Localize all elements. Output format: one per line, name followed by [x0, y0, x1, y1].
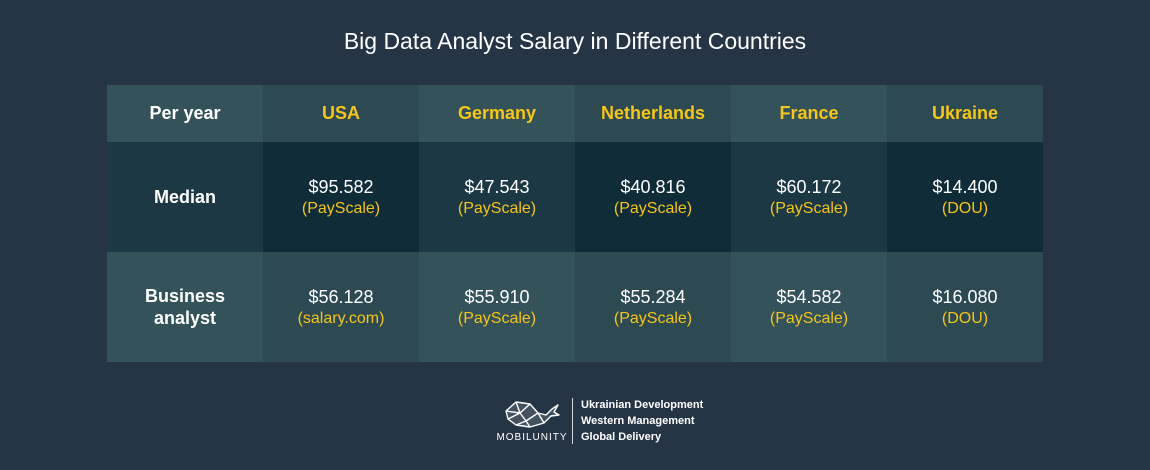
header-france: France	[731, 85, 887, 142]
header-usa: USA	[263, 85, 419, 142]
table-cell: $47.543 (PayScale)	[419, 142, 575, 252]
divider	[572, 398, 573, 444]
salary-value: $55.910	[464, 286, 530, 307]
table-cell: $16.080 (DOU)	[887, 252, 1043, 362]
row-label-line: Business	[144, 286, 226, 306]
table-cell: $60.172 (PayScale)	[731, 142, 887, 252]
tagline-line: Global Delivery	[581, 431, 662, 443]
salary-source: (PayScale)	[613, 309, 693, 327]
salary-source: (PayScale)	[457, 199, 537, 217]
salary-value: $55.284	[620, 286, 686, 307]
footer-logo: MOBILUNITY Ukrainian Development Western…	[496, 396, 703, 446]
salary-value: $56.128	[308, 286, 374, 307]
tagline-line: Western Management	[581, 415, 695, 427]
salary-value: $60.172	[776, 176, 842, 197]
salary-source: (salary.com)	[297, 309, 385, 327]
salary-value: $40.816	[620, 176, 686, 197]
table-cell: $40.816 (PayScale)	[575, 142, 731, 252]
whale-icon	[505, 401, 560, 428]
salary-source: (PayScale)	[457, 309, 537, 327]
salary-source: (DOU)	[941, 309, 989, 327]
salary-table: Per year USA Germany Netherlands France …	[107, 85, 1043, 362]
page-title: Big Data Analyst Salary in Different Cou…	[343, 28, 807, 54]
salary-value: $16.080	[932, 286, 998, 307]
brand-name: MOBILUNITY	[496, 432, 568, 443]
table-cell: $56.128 (salary.com)	[263, 252, 419, 362]
brand-logo: MOBILUNITY	[496, 399, 567, 443]
header-netherlands: Netherlands	[575, 85, 731, 142]
header-ukraine: Ukraine	[887, 85, 1043, 142]
row-label-line: analyst	[153, 308, 217, 328]
header-germany: Germany	[419, 85, 575, 142]
tagline-block: Ukrainian Development Western Management…	[581, 397, 703, 445]
tagline-line: Ukrainian Development	[581, 399, 704, 411]
salary-source: (PayScale)	[769, 199, 849, 217]
salary-source: (PayScale)	[301, 199, 381, 217]
salary-source: (DOU)	[941, 199, 989, 217]
table-cell: $14.400 (DOU)	[887, 142, 1043, 252]
salary-source: (PayScale)	[613, 199, 693, 217]
table-cell: $54.582 (PayScale)	[731, 252, 887, 362]
header-corner-label: Per year	[107, 85, 263, 142]
salary-value: $14.400	[932, 176, 998, 197]
salary-value: $54.582	[776, 286, 842, 307]
row-label-median: Median	[107, 142, 263, 252]
table-cell: $55.910 (PayScale)	[419, 252, 575, 362]
salary-value: $47.543	[464, 176, 530, 197]
row-label-business-analyst: Business analyst	[107, 252, 263, 362]
salary-value: $95.582	[308, 176, 374, 197]
table-cell: $95.582 (PayScale)	[263, 142, 419, 252]
salary-source: (PayScale)	[769, 309, 849, 327]
table-cell: $55.284 (PayScale)	[575, 252, 731, 362]
